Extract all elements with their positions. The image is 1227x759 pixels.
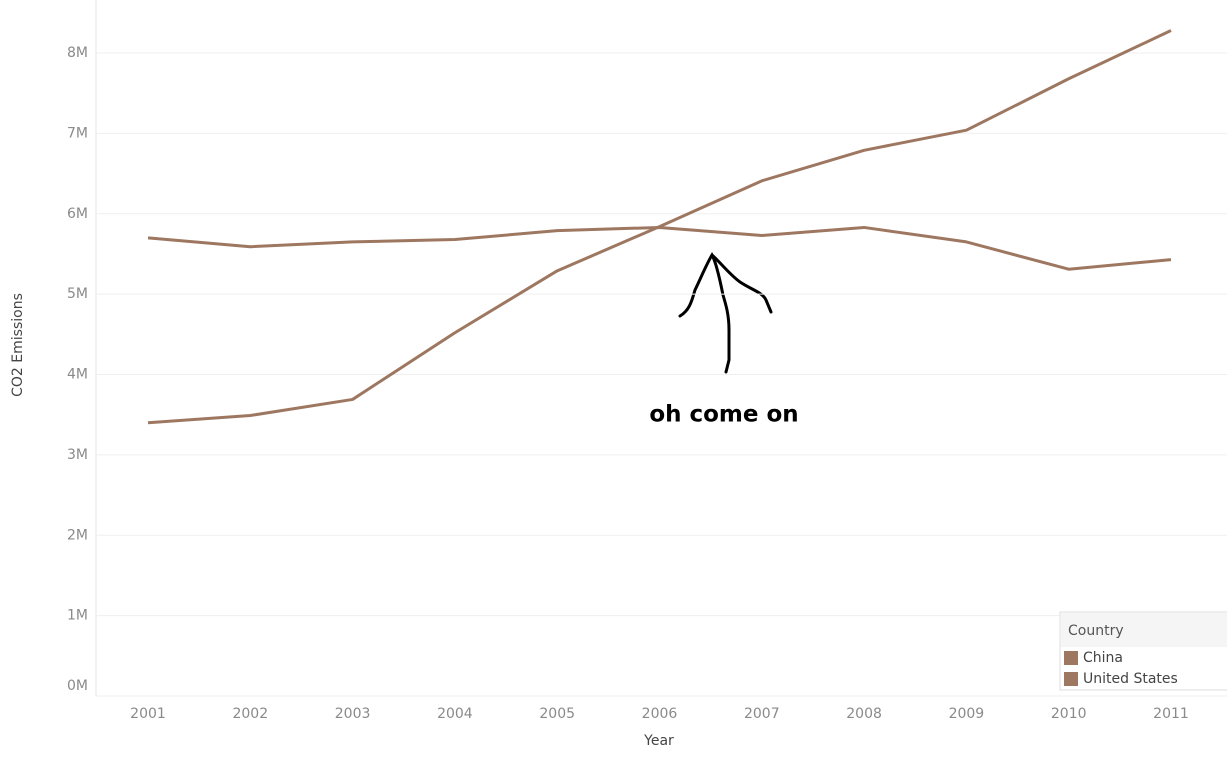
legend-label: China [1083, 650, 1123, 666]
legend-swatch [1064, 651, 1078, 665]
y-tick-label: 4M [67, 367, 88, 383]
legend-label: United States [1083, 671, 1178, 687]
annotation: oh come on [649, 402, 798, 428]
x-tick-label: 2002 [232, 706, 268, 722]
y-tick-label: 6M [67, 206, 88, 222]
x-tick-label: 2006 [642, 706, 678, 722]
y-tick-label: 7M [67, 125, 88, 141]
y-tick-label: 3M [67, 447, 88, 463]
y-tick-label: 5M [67, 286, 88, 302]
y-axis-title: CO2 Emissions [10, 293, 26, 397]
legend-title: Country [1068, 623, 1124, 639]
y-tick-label: 2M [67, 527, 88, 543]
x-tick-label: 2004 [437, 706, 473, 722]
y-tick-label: 0M [67, 678, 88, 694]
x-tick-label: 2003 [335, 706, 371, 722]
x-tick-label: 2009 [949, 706, 985, 722]
legend-header [1061, 613, 1227, 647]
x-tick-label: 2007 [744, 706, 780, 722]
hand-drawn-arrow [678, 252, 773, 374]
x-axis-title: Year [643, 733, 674, 749]
x-tick-label: 2001 [130, 706, 166, 722]
x-tick-label: 2010 [1051, 706, 1087, 722]
legend: Country China United States [1059, 611, 1227, 691]
line-series [147, 225, 1172, 271]
y-tick-label: 1M [67, 608, 88, 624]
x-tick-label: 2011 [1153, 706, 1189, 722]
legend-swatch [1064, 672, 1078, 686]
y-tick-label: 8M [67, 45, 88, 61]
x-tick-label: 2005 [539, 706, 575, 722]
x-tick-label: 2008 [846, 706, 882, 722]
